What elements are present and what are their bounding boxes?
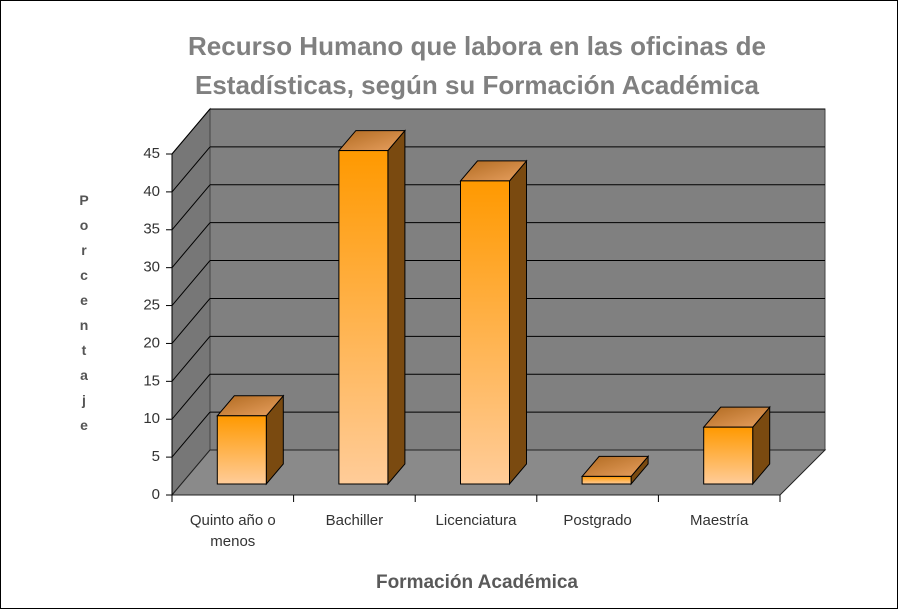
grid-line [171,184,211,231]
y-tick-label: 15 [143,372,160,389]
bar-face [216,415,267,485]
y-tick-label: 5 [152,448,160,465]
x-tick-label: Licenciatura [435,512,517,529]
grid-line [171,222,211,268]
x-tick-label: Maestría [690,512,749,529]
x-tick-label: Quinto año o menos [189,512,276,550]
bar-face [460,180,510,485]
chart-title: Estadísticas, según su Formación Académi… [195,70,760,100]
chart-title: Recurso Humano que labora en las oficina… [188,31,766,61]
y-tick-label: 25 [143,297,160,314]
y-tick-label: 35 [143,221,160,238]
side-wall [171,107,211,497]
bar-face [338,150,389,485]
y-tick-label: 40 [143,183,160,200]
bar [337,129,406,486]
grid-line [171,336,211,382]
bar [581,455,650,486]
grid-line [171,298,211,344]
x-tick-label: Bachiller [325,512,384,529]
y-tick-label: 10 [143,410,160,427]
bar-face [509,159,527,486]
y-axis-title: Porcentaje [76,192,92,442]
grid-line [171,373,211,420]
bar-face [703,426,754,485]
grid-line [171,146,211,193]
grid-line [171,260,211,306]
y-tick-label: 20 [143,334,160,351]
grid-line [171,108,211,155]
bar [216,394,285,486]
bar [459,159,528,486]
y-tick-label: 0 [152,486,160,503]
y-tick-label: 30 [143,259,160,276]
y-tick-label: 45 [143,145,160,162]
bar [702,405,771,486]
bar-face [581,475,632,485]
bar-face [387,129,406,486]
x-axis-title: Formación Académica [375,572,579,593]
x-tick-label: Postgrado [563,512,632,529]
grid-line [171,411,211,458]
